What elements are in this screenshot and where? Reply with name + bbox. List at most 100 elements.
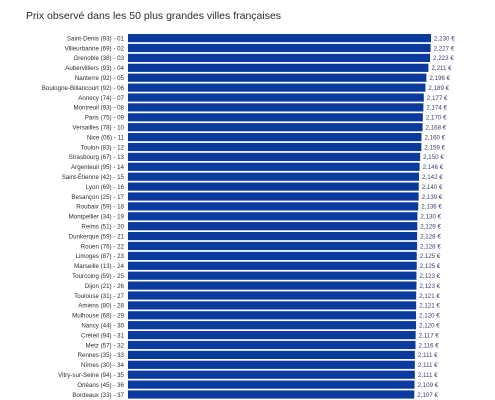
- category-label: Lyon (69) - 16: [86, 184, 125, 191]
- value-label: 2,150 €: [423, 154, 444, 161]
- category-label: Montpellier (34) - 19: [69, 214, 125, 221]
- value-label: 2,116 €: [419, 342, 440, 349]
- bar: [128, 232, 418, 241]
- value-label: 2,227 €: [434, 45, 455, 52]
- category-label: Nice (06) - 11: [87, 134, 125, 141]
- value-label: 2,128 €: [420, 233, 441, 240]
- bar: [128, 43, 431, 53]
- bar: [128, 152, 421, 161]
- bar: [128, 311, 417, 320]
- value-label: 2,123 €: [419, 283, 440, 290]
- bar: [128, 340, 416, 350]
- bar: [128, 123, 423, 132]
- category-label: Mulhouse (68) - 29: [72, 313, 124, 320]
- value-label: 2,120 €: [419, 323, 440, 330]
- value-label: 2,139 €: [422, 194, 443, 201]
- category-label: Saint-Denis (93) - 01: [67, 35, 125, 42]
- value-label: 2,117 €: [419, 332, 440, 339]
- category-label: Nîmes (30) - 34: [81, 362, 125, 369]
- category-label: Montreuil (93) - 08: [73, 105, 124, 112]
- value-label: 2,174 €: [426, 105, 447, 112]
- value-label: 2,125 €: [420, 263, 441, 270]
- value-label: 2,223 €: [433, 55, 454, 62]
- category-label: Argenteuil (95) - 14: [71, 164, 125, 171]
- value-label: 2,146 €: [423, 164, 444, 171]
- category-label: Boulogne-Billancourt (92) - 06: [42, 85, 125, 92]
- category-label: Roubaix (59) - 18: [76, 204, 124, 211]
- bar: [128, 182, 419, 191]
- category-label: Dunkerque (59) - 21: [69, 233, 125, 240]
- chart-title: Prix observé dans les 50 plus grandes vi…: [26, 10, 282, 22]
- value-label: 2,170 €: [426, 115, 447, 122]
- value-label: 2,111 €: [418, 362, 438, 369]
- value-label: 2,120 €: [419, 313, 440, 320]
- category-label: Saint-Étienne (42) - 15: [62, 174, 125, 181]
- category-label: Annecy (74) - 07: [78, 95, 124, 102]
- bar: [128, 53, 431, 62]
- value-label: 2,160 €: [424, 134, 445, 141]
- value-label: 2,123 €: [419, 273, 440, 280]
- bar: [128, 133, 422, 142]
- category-label: Strasbourg (67) - 13: [69, 154, 125, 161]
- category-label: Villeurbanne (69) - 02: [65, 45, 125, 52]
- value-label: 2,128 €: [420, 243, 441, 250]
- value-label: 2,140 €: [422, 184, 443, 191]
- bar: [128, 172, 420, 181]
- value-label: 2,142 €: [422, 174, 443, 181]
- value-label: 2,121 €: [419, 303, 440, 310]
- bar: [128, 222, 418, 231]
- bar: [128, 142, 422, 152]
- bar: [128, 83, 426, 92]
- category-label: Besançon (25) - 17: [71, 194, 124, 201]
- bar: [128, 350, 415, 359]
- value-label: 2,159 €: [424, 144, 445, 151]
- bar: [128, 370, 415, 379]
- bar: [128, 34, 431, 43]
- category-label: Nancy (44) - 30: [81, 323, 124, 330]
- bar: [128, 192, 419, 201]
- category-label: Toulon (83) - 12: [81, 144, 125, 151]
- bar: [128, 241, 418, 251]
- category-label: Marseille (13) - 24: [74, 263, 124, 270]
- bar: [128, 251, 417, 260]
- category-label: Dijon (21) - 26: [85, 283, 125, 290]
- bar: [128, 291, 417, 300]
- category-label: Créteil (94) - 31: [81, 332, 125, 339]
- bar: [128, 93, 424, 102]
- value-label: 2,189 €: [428, 85, 449, 92]
- category-label: Rennes (35) - 33: [78, 352, 125, 359]
- category-label: Reims (51) - 20: [81, 224, 124, 231]
- bar: [128, 321, 417, 330]
- value-label: 2,168 €: [426, 125, 447, 132]
- value-label: 2,129 €: [420, 224, 441, 231]
- value-label: 2,211 €: [431, 65, 452, 72]
- category-label: Rouen (76) - 22: [81, 243, 125, 250]
- value-label: 2,121 €: [419, 293, 440, 300]
- category-label: Toulouse (31) - 27: [74, 293, 124, 300]
- value-label: 2,111 €: [418, 372, 438, 379]
- category-label: Nanterre (92) - 05: [75, 75, 125, 82]
- bar: [128, 281, 417, 290]
- value-label: 2,107 €: [417, 392, 438, 399]
- bar: [128, 113, 423, 122]
- bar: [128, 390, 415, 399]
- category-label: Bordeaux (33) - 37: [72, 392, 124, 399]
- category-label: Limoges (87) - 23: [76, 253, 125, 260]
- bar: [128, 301, 417, 310]
- bar: [128, 360, 415, 369]
- bar: [128, 380, 415, 389]
- bar: [128, 202, 419, 211]
- value-label: 2,130 €: [420, 214, 441, 221]
- value-label: 2,177 €: [427, 95, 448, 102]
- value-label: 2,230 €: [434, 35, 455, 42]
- category-label: Versailles (78) - 10: [72, 125, 124, 132]
- category-label: Orléans (45) - 36: [77, 382, 124, 389]
- bar: [128, 331, 416, 340]
- category-label: Grenoble (38) - 03: [73, 55, 124, 62]
- value-label: 2,109 €: [418, 382, 439, 389]
- category-label: Amiens (80) - 28: [78, 303, 124, 310]
- value-label: 2,125 €: [420, 253, 441, 260]
- bar: [128, 73, 427, 82]
- category-label: Paris (75) - 09: [85, 115, 125, 122]
